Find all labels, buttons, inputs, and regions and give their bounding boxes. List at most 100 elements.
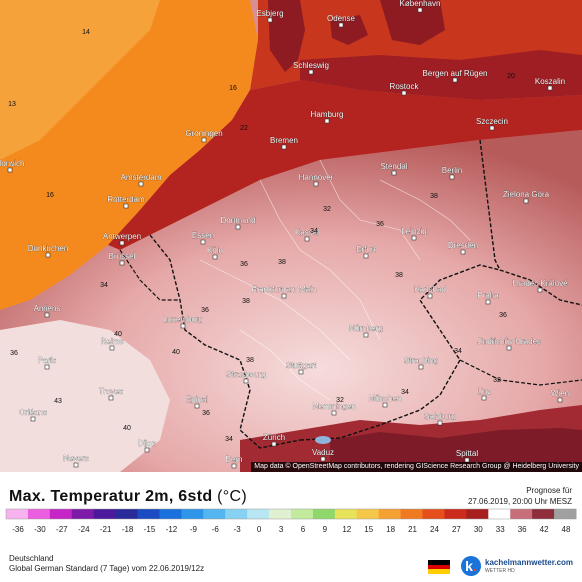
border-east-south bbox=[299, 264, 501, 441]
city-dot bbox=[73, 462, 79, 468]
scale-tick-label: -15 bbox=[144, 525, 156, 534]
baltic-hot-zone bbox=[300, 50, 582, 100]
city-dot bbox=[449, 174, 455, 180]
temperature-value: 34 bbox=[401, 389, 409, 396]
city-dot bbox=[298, 369, 304, 375]
kachelmann-logo[interactable]: k. kachelmannwetter.com WETTER HD bbox=[461, 556, 581, 580]
scale-color-step bbox=[291, 509, 314, 519]
temperature-value: 34 bbox=[454, 348, 462, 355]
city-marker: Dortmund bbox=[220, 216, 256, 230]
temperature-value: 38 bbox=[246, 357, 254, 364]
temperature-value: 40 bbox=[123, 425, 131, 432]
model-info: Deutschland Global German Standard (7 Ta… bbox=[9, 554, 204, 574]
city-marker: Erfurt bbox=[356, 245, 377, 259]
scale-tick-label: 36 bbox=[518, 525, 527, 534]
scale-color-step bbox=[334, 509, 358, 519]
city-label: Zürich bbox=[263, 433, 285, 442]
region-label: Deutschland bbox=[9, 554, 54, 563]
city-label: Brüssel bbox=[109, 252, 136, 261]
city-dot bbox=[547, 85, 553, 91]
city-dot bbox=[460, 249, 466, 255]
city-marker: Dunkirchen bbox=[28, 244, 68, 258]
city-label: København bbox=[400, 0, 441, 8]
temperature-value: 32 bbox=[336, 397, 344, 404]
city-marker: Szczecin bbox=[476, 117, 508, 131]
city-label: Schleswig bbox=[293, 61, 329, 70]
temperature-value: 13 bbox=[8, 101, 16, 108]
city-marker: Essen bbox=[192, 231, 214, 245]
city-marker: Nevers bbox=[63, 454, 89, 468]
city-label: Kassel bbox=[295, 228, 319, 237]
city-marker: Antwerpen bbox=[103, 232, 141, 246]
city-label: Dortmund bbox=[220, 216, 255, 225]
city-marker: Frankfurt am Main bbox=[251, 285, 317, 299]
temperature-value: 22 bbox=[240, 125, 248, 132]
city-marker: Dijon bbox=[138, 439, 156, 453]
scale-color-step bbox=[444, 509, 467, 519]
city-marker: København bbox=[399, 0, 441, 13]
city-label: Linz bbox=[477, 387, 492, 396]
map-canvas: Esbjerg Odense København Schleswig Bergen au… bbox=[0, 0, 582, 472]
city-dot bbox=[194, 403, 200, 409]
city-dot bbox=[123, 203, 129, 209]
city-marker: Zielona Góra bbox=[503, 190, 550, 204]
city-label: Orléans bbox=[19, 408, 47, 417]
scale-color-step bbox=[510, 509, 533, 519]
city-label: Bern bbox=[226, 455, 243, 464]
city-marker: Brüssel bbox=[108, 252, 136, 266]
city-dot bbox=[418, 364, 424, 370]
forecast-time: 27.06.2019, 20:00 Uhr MESZ bbox=[467, 497, 572, 506]
city-marker: Bern bbox=[225, 455, 243, 469]
city-marker: Praha bbox=[477, 291, 499, 305]
city-marker: Karlsbad bbox=[414, 285, 446, 299]
city-dot bbox=[212, 254, 218, 260]
city-dot bbox=[235, 224, 241, 230]
city-label: Straubing bbox=[404, 356, 438, 365]
city-marker: Esbjerg bbox=[256, 9, 284, 23]
city-marker: Rostock bbox=[389, 82, 420, 96]
temperature-value: 16 bbox=[229, 85, 237, 92]
city-dot bbox=[313, 181, 319, 187]
france-pale-area bbox=[0, 320, 170, 472]
city-marker: Bergen auf Rügen bbox=[422, 69, 488, 83]
temperature-value: 36 bbox=[376, 221, 384, 228]
city-label: Frankfurt am Main bbox=[252, 285, 317, 294]
city-label: Rotterdam bbox=[107, 195, 145, 204]
scale-color-step bbox=[115, 509, 139, 519]
city-dot bbox=[489, 125, 495, 131]
temperature-value: 34 bbox=[100, 282, 108, 289]
temperature-map: Esbjerg Odense København Schleswig Bergen au… bbox=[0, 0, 582, 472]
logo-k-icon: k. bbox=[461, 556, 481, 576]
scale-tick-label: 48 bbox=[562, 525, 571, 534]
city-dot bbox=[557, 397, 563, 403]
temperature-value: 20 bbox=[507, 73, 515, 80]
temperature-value: 32 bbox=[323, 206, 331, 213]
city-label: Strasbourg bbox=[226, 370, 265, 379]
title-unit: (°C) bbox=[217, 488, 247, 505]
scale-tick-label: -18 bbox=[122, 525, 134, 534]
city-marker: Stuttgart bbox=[286, 361, 317, 375]
temperature-value: 38 bbox=[430, 193, 438, 200]
city-dot bbox=[119, 240, 125, 246]
city-label: Nürnberg bbox=[349, 324, 382, 333]
city-label: Luxemburg bbox=[163, 315, 203, 324]
city-marker: Köln bbox=[207, 246, 223, 260]
scale-tick-label: -12 bbox=[166, 525, 178, 534]
scale-color-step bbox=[422, 509, 445, 519]
city-dot bbox=[109, 345, 115, 351]
forecast-label: Prognose für bbox=[526, 486, 572, 495]
brand-sub: WETTER HD bbox=[485, 568, 515, 574]
city-label: Stuttgart bbox=[286, 361, 317, 370]
city-marker: Orléans bbox=[19, 408, 47, 422]
scale-tick-label: -27 bbox=[56, 525, 68, 534]
city-dot bbox=[411, 235, 417, 241]
temperature-value: 40 bbox=[172, 349, 180, 356]
city-marker: Reims bbox=[100, 337, 124, 351]
scale-color-step bbox=[466, 509, 489, 519]
title-text: Max. Temperatur 2m, 6std bbox=[9, 488, 213, 505]
alps-dark bbox=[330, 428, 582, 472]
sea-cool-zone bbox=[0, 0, 160, 160]
city-label: Salzburg bbox=[424, 412, 456, 421]
city-dot bbox=[144, 447, 150, 453]
city-marker: Amiens bbox=[33, 304, 61, 318]
